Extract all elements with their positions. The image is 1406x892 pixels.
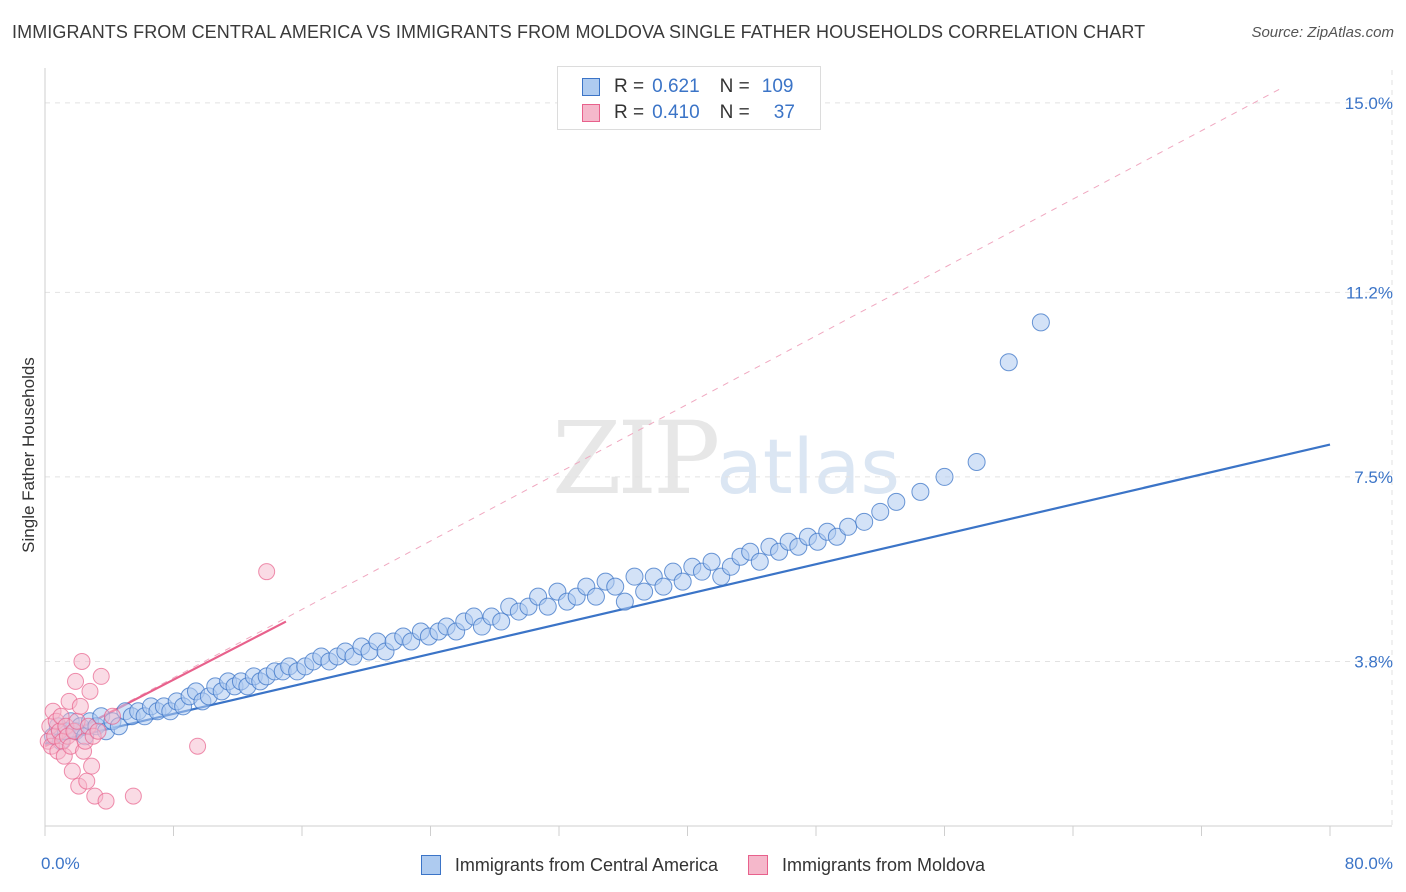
stats-legend: R = 0.621 N = 109 R = 0.410 N = 37 [557, 66, 821, 130]
r-label: R = [614, 102, 645, 123]
r-label: R = [614, 76, 645, 97]
legend-swatch-blue [582, 78, 600, 96]
moldova-point [81, 682, 99, 700]
x-tick-label: 80.0% [1345, 854, 1393, 873]
watermark-zip: ZIP [552, 400, 720, 517]
y-tick-label: 3.8% [1354, 652, 1393, 671]
n-value: 109 [761, 76, 794, 97]
gridlines [45, 70, 1393, 826]
moldova-point [71, 697, 89, 715]
central-america-point [635, 582, 654, 601]
central-america-point [911, 482, 930, 501]
central-america-point [750, 552, 769, 571]
moldova-point [89, 722, 107, 740]
stats-row-central-america: R = 0.621 N = 109 [582, 75, 793, 99]
moldova-trend-extension [44, 87, 1283, 747]
moldova-point [258, 563, 276, 581]
moldova-point [83, 757, 101, 775]
moldova-point [78, 772, 96, 790]
series-legend: Immigrants from Central America Immigran… [0, 852, 1406, 878]
central-america-point [615, 592, 634, 611]
moldova-point [63, 762, 81, 780]
central-america-point [967, 452, 986, 471]
central-america-point [492, 612, 511, 631]
legend-label: Immigrants from Moldova [782, 854, 986, 875]
central-america-point [855, 512, 874, 531]
central-america-point [625, 567, 644, 586]
central-america-trend-line [44, 443, 1331, 745]
n-label: N = [719, 102, 750, 123]
legend-label: Immigrants from Central America [454, 854, 718, 875]
moldova-point [73, 652, 91, 670]
watermark: ZIPatlas [552, 400, 900, 517]
axes [44, 68, 1392, 836]
y-tick-label: 7.5% [1354, 468, 1393, 487]
r-value: 0.410 [652, 102, 700, 123]
moldova-point [189, 737, 207, 755]
n-label: N = [719, 76, 750, 97]
legend-swatch-pink [582, 104, 600, 122]
central-america-point [606, 577, 625, 596]
central-america-point [887, 492, 906, 511]
stats-row-moldova: R = 0.410 N = 37 [582, 101, 795, 125]
central-america-point [935, 467, 954, 486]
r-value: 0.621 [652, 76, 700, 97]
moldova-point [92, 667, 110, 685]
x-tick-label: 0.0% [41, 854, 80, 873]
central-america-point [1031, 313, 1050, 332]
moldova-point [67, 672, 85, 690]
central-america-point [673, 572, 692, 591]
central-america-point [999, 353, 1018, 372]
n-value: 37 [773, 102, 795, 123]
moldova-point [103, 707, 121, 725]
y-tick-label: 11.2% [1346, 283, 1393, 302]
moldova-point [97, 792, 115, 810]
watermark-atlas: atlas [716, 422, 900, 511]
tick-labels: 3.8% 7.5% 11.2% 15.0% 0.0% 80.0% Single Father… [19, 94, 1393, 873]
legend-swatch-blue [420, 855, 441, 875]
legend-item-central-america[interactable]: Immigrants from Central America [420, 854, 718, 876]
y-tick-label: 15.0% [1345, 94, 1393, 113]
central-america-point [586, 587, 605, 606]
y-axis-label: Single Father Households [19, 357, 38, 553]
trend-lines [44, 87, 1331, 748]
central-america-point [827, 527, 846, 546]
central-america-point [839, 517, 858, 536]
legend-swatch-pink [748, 855, 768, 875]
legend-item-moldova[interactable]: Immigrants from Moldova [748, 855, 985, 876]
central-america-point [654, 577, 673, 596]
source-label: Source: ZipAtlas.com [1251, 24, 1394, 41]
central-america-point [538, 597, 557, 616]
central-america-point [871, 502, 890, 521]
central-america-point [702, 552, 721, 571]
chart-title: IMMIGRANTS FROM CENTRAL AMERICA VS IMMIG… [12, 22, 1146, 42]
data-points [39, 313, 1050, 810]
moldova-point [124, 787, 142, 805]
